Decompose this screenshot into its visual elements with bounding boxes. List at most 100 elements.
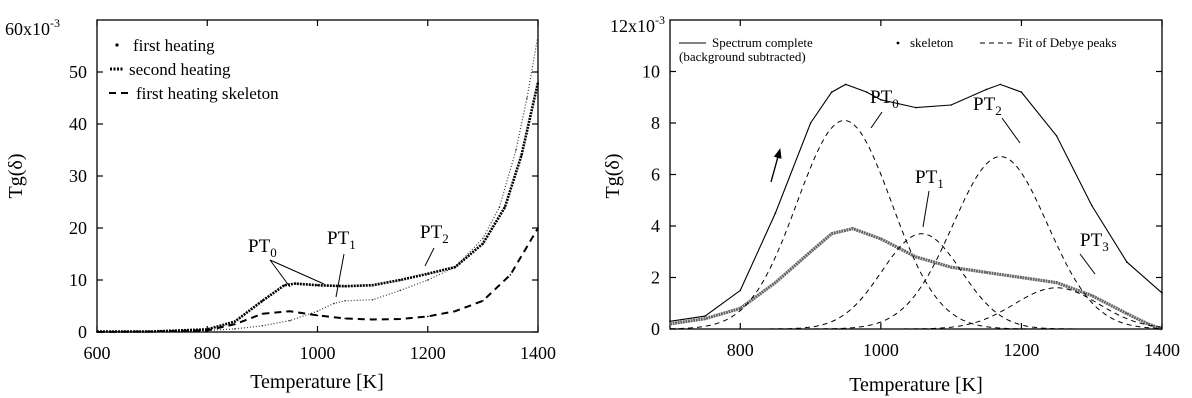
right-point-spectrum-complete: [880, 99, 882, 101]
annotation-pt3: PT3: [1080, 230, 1109, 254]
left-point-second-heating: [344, 285, 346, 288]
left-y-tick-label: 20: [69, 218, 87, 238]
annotation-pt1: PT1: [915, 167, 944, 191]
left-point-second-heating: [294, 282, 297, 285]
legend-label-second-heating: second heating: [129, 60, 231, 79]
left-point-first-heating: [537, 34, 539, 37]
right-y-top-label: 12x10-3: [610, 13, 665, 36]
right-point-skeleton: [1055, 281, 1058, 284]
left-point-first-heating-skeleton: [289, 310, 291, 313]
right-point-spectrum-complete: [999, 83, 1002, 86]
left-point-first-heating: [289, 319, 291, 322]
left-point-second-heating: [261, 300, 264, 302]
left-point-first-heating: [399, 289, 402, 292]
left-point-first-heating-skeleton: [399, 318, 402, 320]
annotation-pt0-leader: [870, 111, 883, 129]
right-legend: Spectrum complete skeleton Fit of Debye …: [679, 35, 1117, 64]
left-x-tick-label: 1400: [520, 343, 556, 363]
right-point-spectrum-complete: [774, 212, 777, 214]
left-point-first-heating: [427, 279, 429, 281]
left-point-first-heating-skeleton: [371, 318, 374, 321]
annotation-pt3-leader: [1079, 253, 1096, 275]
annotation-pt0: PT0: [870, 87, 899, 111]
right-point-skeleton: [739, 307, 742, 310]
annotation-pt0-leader-a: [269, 259, 291, 288]
right-series-debye-peak-3: [670, 287, 1163, 330]
right-y-tick-label: 6: [651, 165, 660, 185]
left-series-first-heating: [97, 35, 539, 333]
left-point-first-heating-skeleton: [427, 315, 429, 318]
legend-label-debye-fit: Fit of Debye peaks: [1018, 35, 1117, 50]
right-point-spectrum-complete: [830, 91, 833, 93]
right-x-tick-label: 1000: [863, 340, 899, 360]
right-point-skeleton: [880, 238, 882, 240]
right-point-skeleton: [851, 227, 854, 230]
right-point-skeleton: [950, 266, 952, 269]
right-annotations: PT0 PT1 PT2 PT3: [870, 87, 1109, 275]
right-point-skeleton: [830, 232, 833, 235]
left-point-first-heating-skeleton: [454, 310, 457, 313]
right-y-axis-title: Tg(δ): [602, 154, 624, 199]
left-x-tick-label: 1200: [410, 343, 446, 363]
right-point-skeleton: [915, 256, 917, 258]
left-legend: first heating second heating first heati…: [109, 36, 279, 103]
legend-marker-first-heating: [115, 43, 119, 47]
annotation-pt2-leader: [1001, 117, 1021, 144]
annotation-pt1-leader: [922, 190, 930, 228]
legend-label-skeleton: skeleton: [910, 35, 954, 50]
right-x-tick-label: 800: [727, 340, 754, 360]
left-point-first-heating-skeleton: [261, 313, 264, 315]
right-point-skeleton: [1147, 323, 1149, 325]
right-point-spectrum-complete: [1161, 292, 1163, 294]
right-point-skeleton: [1090, 294, 1093, 297]
left-x-tick-label: 600: [84, 343, 111, 363]
left-point-first-heating: [498, 206, 501, 208]
right-point-spectrum-complete: [1020, 91, 1023, 93]
right-series-debye-peak-0: [669, 119, 1162, 330]
left-point-second-heating: [399, 279, 402, 281]
left-point-second-heating: [504, 206, 506, 208]
left-y-top-label: 60x10-3: [5, 16, 60, 39]
annotation-pt1-leader: [335, 253, 345, 298]
left-point-second-heating: [537, 81, 539, 84]
right-point-spectrum-complete: [866, 91, 868, 93]
left-point-first-heating: [344, 300, 346, 302]
right-y-tick-label: 8: [651, 113, 660, 133]
left-point-second-heating: [427, 273, 429, 275]
right-y-tick-label: 4: [651, 216, 660, 236]
left-x-tick-label: 800: [194, 343, 221, 363]
right-point-spectrum-complete: [985, 88, 988, 91]
left-x-axis-title: Temperature [K]: [250, 371, 384, 393]
left-point-first-heating-skeleton: [316, 314, 319, 317]
left-series-second-heating: [97, 82, 540, 333]
left-point-first-heating-skeleton: [509, 274, 512, 276]
right-y-tick-label: 10: [642, 62, 660, 82]
left-point-first-heating: [316, 310, 319, 313]
heating-direction-arrow: [770, 148, 782, 183]
left-point-second-heating: [454, 266, 457, 268]
right-point-skeleton: [985, 271, 988, 274]
left-point-second-heating: [482, 242, 484, 245]
right-chart: 800 1000 1200 1400 0 2 4 6 8 10 12x10-3 Temperatu…: [602, 13, 1180, 396]
right-x-tick-label: 1400: [1144, 340, 1180, 360]
left-point-first-heating: [482, 237, 484, 240]
left-y-axis-title: Tg(δ): [5, 154, 27, 199]
left-point-second-heating: [283, 284, 286, 287]
annotation-pt2: PT2: [420, 222, 449, 246]
left-point-second-heating: [371, 284, 374, 287]
right-point-spectrum-complete: [1126, 261, 1128, 263]
left-annotations: PT0 PT1 PT2: [248, 222, 449, 298]
left-point-second-heating: [234, 320, 236, 323]
left-point-first-heating-skeleton: [151, 330, 153, 333]
left-point-first-heating: [526, 97, 528, 99]
left-x-tick-label: 1000: [300, 343, 336, 363]
left-point-first-heating: [371, 299, 374, 301]
annotation-pt0-leader-b: [269, 259, 325, 285]
left-y-tick-label: 0: [78, 322, 87, 342]
right-point-skeleton: [774, 281, 777, 284]
left-point-first-heating-skeleton: [344, 317, 346, 320]
legend-marker-skeleton: [896, 41, 900, 45]
right-point-spectrum-complete: [1055, 135, 1058, 137]
right-point-spectrum-complete: [704, 315, 706, 317]
